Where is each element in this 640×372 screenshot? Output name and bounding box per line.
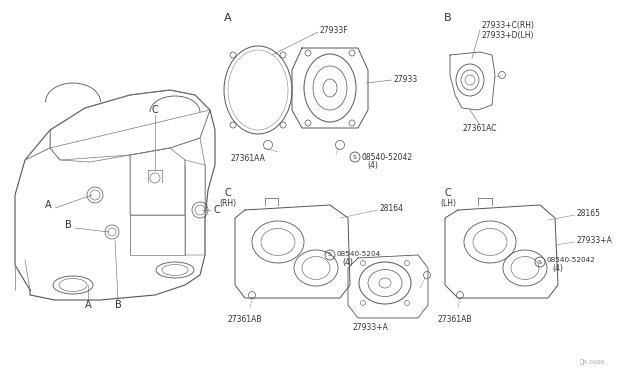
Text: (4): (4) (342, 257, 353, 266)
Text: C: C (225, 188, 232, 198)
Text: 27361AC: 27361AC (463, 124, 497, 132)
Text: 27933F: 27933F (320, 26, 349, 35)
Text: B: B (444, 13, 452, 23)
Text: (LH): (LH) (440, 199, 456, 208)
Text: 08540-52042: 08540-52042 (362, 153, 413, 161)
Text: 27933+D(LH): 27933+D(LH) (482, 31, 534, 39)
Text: S: S (538, 260, 542, 264)
Text: 27933: 27933 (394, 74, 419, 83)
Text: S: S (353, 154, 357, 160)
Text: 27361AA: 27361AA (230, 154, 266, 163)
Text: 08540-52042: 08540-52042 (547, 257, 596, 263)
Text: (4): (4) (552, 263, 563, 273)
Text: 27933+C(RH): 27933+C(RH) (482, 20, 535, 29)
Text: 27361AB: 27361AB (228, 315, 262, 324)
Text: 27361AB: 27361AB (438, 315, 472, 324)
Text: C: C (213, 205, 220, 215)
Text: (4): (4) (367, 160, 378, 170)
Text: ㈹R·0006: ㈹R·0006 (580, 359, 605, 365)
Text: 27933+A: 27933+A (352, 324, 388, 333)
Text: C: C (152, 105, 158, 115)
Text: (RH): (RH) (220, 199, 237, 208)
Text: A: A (84, 300, 92, 310)
Text: 08540-5204: 08540-5204 (337, 251, 381, 257)
Text: A: A (45, 200, 51, 210)
Text: A: A (224, 13, 232, 23)
Text: S: S (328, 253, 332, 257)
Text: C: C (445, 188, 451, 198)
Text: 28165: 28165 (577, 208, 601, 218)
Text: 28164: 28164 (380, 203, 404, 212)
Text: B: B (65, 220, 72, 230)
Text: 27933+A: 27933+A (577, 235, 613, 244)
Text: B: B (115, 300, 122, 310)
